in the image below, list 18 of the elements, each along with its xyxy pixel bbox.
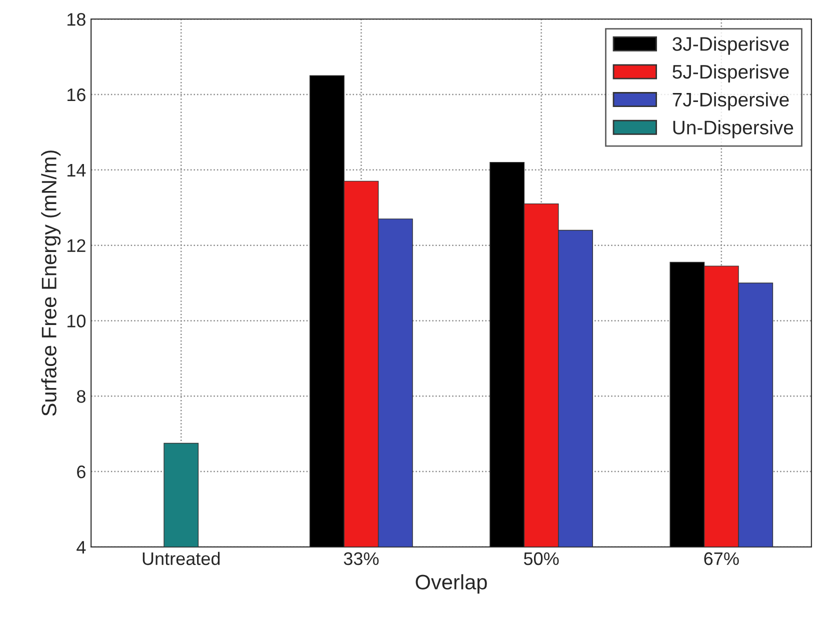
legend-label: Un-Dispersive <box>673 120 794 138</box>
y-axis-title: Surface Free Energy (mN/m) <box>41 150 61 416</box>
y-tick-label: 14 <box>68 164 86 176</box>
x-tick-label: 33% <box>344 552 379 566</box>
y-tick-label: 4 <box>76 541 86 554</box>
y-tick-label: 10 <box>68 314 86 328</box>
y-tick-label: 6 <box>77 465 86 478</box>
y-tick-label: 12 <box>68 239 86 252</box>
y-tick-label: 8 <box>76 390 86 403</box>
x-tick-label: 67% <box>704 552 739 566</box>
legend-label: 3J-Disperisve <box>672 36 789 55</box>
x-axis-title: Overlap <box>416 574 487 594</box>
y-tick-label: 16 <box>68 88 86 102</box>
legend-label: 7J-Dispersive <box>672 92 789 110</box>
x-tick-label: Untreated <box>142 552 220 566</box>
x-tick-label: 50% <box>524 552 559 566</box>
y-tick-label: 18 <box>68 13 86 26</box>
legend-label: 5J-Disperisve <box>672 64 789 83</box>
